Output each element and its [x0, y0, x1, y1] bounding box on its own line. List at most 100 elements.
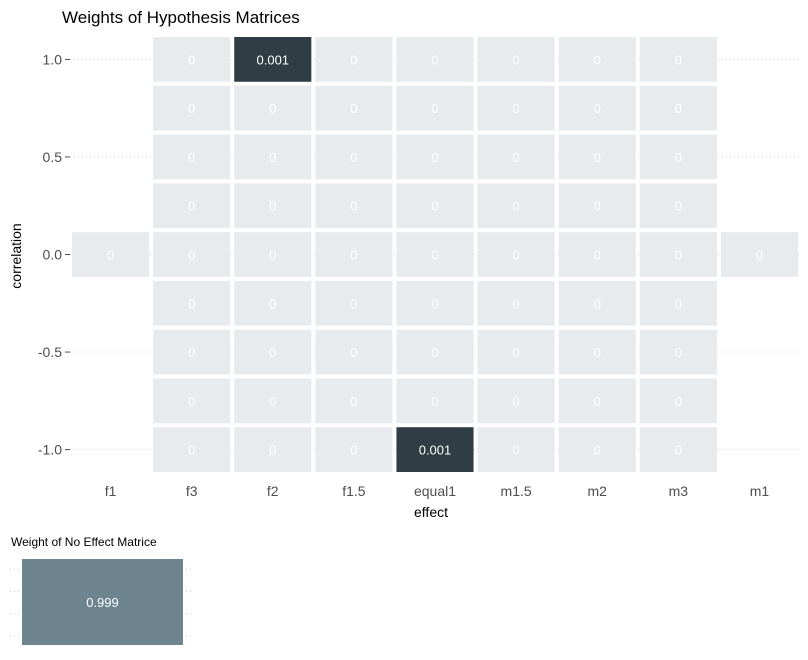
heatmap-cell-equal1-neg0p75	[396, 378, 474, 424]
heatmap-cell-f2-neg0p5	[234, 329, 312, 375]
cell-label-m2-1: 0	[594, 52, 601, 67]
x-tick-label-m3: m3	[669, 483, 689, 499]
cell-label-m3-neg0p5: 0	[675, 345, 682, 360]
cell-label-f3-1: 0	[188, 52, 195, 67]
x-tick-label-f2: f2	[267, 483, 279, 499]
heatmap-cell-f1p5-neg0p25	[315, 280, 393, 326]
heatmap-cell-m3-neg0p5	[639, 329, 717, 375]
cell-label-m2-0: 0	[594, 248, 601, 263]
cell-label-m3-0: 0	[675, 248, 682, 263]
heatmap-cell-f3-neg0p75	[153, 378, 231, 424]
y-tick-label-neg1p0: -1.0	[38, 442, 62, 458]
cell-label-m3-0p25: 0	[675, 199, 682, 214]
cell-label-m2-0p5: 0	[594, 150, 601, 165]
heatmap-cell-m1p5-0p25	[477, 183, 555, 229]
heatmap-cell-m2-0p5	[558, 134, 636, 180]
cell-label-f2-0: 0	[269, 248, 276, 263]
y-tick-label-0p0: 0.0	[43, 247, 63, 263]
heatmap-cell-equal1-neg0p25	[396, 280, 474, 326]
heatmap-cell-f1-0	[72, 232, 150, 277]
x-axis-ticks: f1 f3 f2 f1.5 equal1 m1.5 m2 m3 m1	[105, 483, 770, 499]
heatmap-cell-equal1-neg0p5	[396, 329, 474, 375]
x-tick-label-m1: m1	[750, 483, 770, 499]
cell-label-f3-0: 0	[188, 248, 195, 263]
cell-label-f3-0p25: 0	[188, 199, 195, 214]
heatmap-cell-equal1-neg1	[396, 427, 474, 472]
cell-label-m1p5-neg0p5: 0	[512, 345, 519, 360]
y-tick-label-0p5: 0.5	[43, 149, 63, 165]
cell-label-equal1-1: 0	[431, 52, 438, 67]
heatmap-cell-f3-neg1	[153, 427, 231, 472]
heatmap-cell-f3-neg0p5	[153, 329, 231, 375]
heatmap-cell-f2-0p75	[234, 85, 312, 131]
heatmap-cell-m2-neg1	[558, 427, 636, 472]
cell-label-f2-1: 0.001	[257, 52, 290, 67]
heatmap-cell-m2-neg0p75	[558, 378, 636, 424]
heatmap-cell-f1p5-neg0p5	[315, 329, 393, 375]
heatmap-cells: 0 0.001 0 0 0 0 0 0 0 0 0 0 0 0 0 0 0 0 0 0 0 0 0 0 0 0 0 0 0 0 0 0 0 0 0 0…	[72, 37, 798, 472]
cell-label-f1p5-neg0p5: 0	[350, 345, 357, 360]
heatmap-cell-m1p5-0	[477, 232, 555, 277]
cell-label-f3-neg0p25: 0	[188, 296, 195, 311]
cell-label-f1p5-neg0p25: 0	[350, 296, 357, 311]
no-effect-cell	[22, 559, 183, 645]
heatmap-cell-m1-0	[720, 232, 798, 277]
heatmap-cell-f1p5-neg0p75	[315, 378, 393, 424]
mini-heatmap-cell: 0.999	[22, 559, 183, 645]
heatmap-cell-equal1-0p25	[396, 183, 474, 229]
y-tick-label-1p0: 1.0	[43, 51, 63, 67]
y-tick-label-neg0p5: -0.5	[38, 344, 62, 360]
heatmap-cell-m3-0p25	[639, 183, 717, 229]
heatmap-cell-f3-1	[153, 37, 231, 82]
cell-label-m1p5-1: 0	[512, 52, 519, 67]
cell-label-equal1-neg0p75: 0	[431, 394, 438, 409]
heatmap-cell-f2-0p25	[234, 183, 312, 229]
x-tick-label-m1p5: m1.5	[501, 483, 532, 499]
heatmap-cell-equal1-1	[396, 37, 474, 82]
heatmap-cell-m1p5-neg0p75	[477, 378, 555, 424]
cell-label-equal1-0p75: 0	[431, 101, 438, 116]
hypothesis-weights-heatmap: Weights of Hypothesis Matrices 0 0.001 0 0 0…	[8, 8, 800, 520]
cell-label-f1p5-neg0p75: 0	[350, 394, 357, 409]
cell-label-f2-0p5: 0	[269, 150, 276, 165]
cell-label-f2-0p75: 0	[269, 101, 276, 116]
cell-label-f3-0p75: 0	[188, 101, 195, 116]
cell-label-f2-neg0p5: 0	[269, 345, 276, 360]
x-tick-label-equal1: equal1	[414, 483, 456, 499]
cell-label-f3-neg0p75: 0	[188, 394, 195, 409]
cell-label-equal1-0p5: 0	[431, 150, 438, 165]
cell-label-m1-0: 0	[756, 248, 763, 263]
cell-label-m3-0p75: 0	[675, 101, 682, 116]
cell-label-f2-0p25: 0	[269, 199, 276, 214]
cell-label-f2-neg0p25: 0	[269, 296, 276, 311]
cell-label-equal1-neg1: 0.001	[419, 443, 452, 458]
heatmap-cell-f1p5-1	[315, 37, 393, 82]
heatmap-cell-m1p5-neg0p25	[477, 280, 555, 326]
cell-label-m3-neg1: 0	[675, 443, 682, 458]
heatmap-cell-f2-neg0p25	[234, 280, 312, 326]
cell-label-m2-neg0p5: 0	[594, 345, 601, 360]
heatmap-cell-m2-neg0p5	[558, 329, 636, 375]
cell-label-m2-neg0p25: 0	[594, 296, 601, 311]
cell-label-f1p5-0p5: 0	[350, 150, 357, 165]
heatmap-cell-f2-neg0p75	[234, 378, 312, 424]
heatmap-cell-f1p5-0p75	[315, 85, 393, 131]
heatmap-cell-f2-0p5	[234, 134, 312, 180]
no-effect-cell-label: 0.999	[86, 595, 119, 610]
heatmap-cell-m2-1	[558, 37, 636, 82]
heatmap-cell-m3-1	[639, 37, 717, 82]
heatmap-cell-f2-1	[234, 37, 312, 82]
heatmap-cell-f3-0p75	[153, 85, 231, 131]
heatmap-cell-m3-0p5	[639, 134, 717, 180]
heatmap-cell-m1p5-neg1	[477, 427, 555, 472]
cell-label-equal1-0p25: 0	[431, 199, 438, 214]
cell-label-equal1-neg0p25: 0	[431, 296, 438, 311]
cell-label-f3-0p5: 0	[188, 150, 195, 165]
heatmap-cell-f1p5-0	[315, 232, 393, 277]
heatmap-cell-m2-neg0p25	[558, 280, 636, 326]
no-effect-weight-chart: Weight of No Effect Matrice 0.999	[10, 535, 192, 645]
cell-label-m1p5-0: 0	[512, 248, 519, 263]
cell-label-equal1-neg0p5: 0	[431, 345, 438, 360]
cell-label-m2-neg0p75: 0	[594, 394, 601, 409]
heatmap-cell-m3-neg0p25	[639, 280, 717, 326]
